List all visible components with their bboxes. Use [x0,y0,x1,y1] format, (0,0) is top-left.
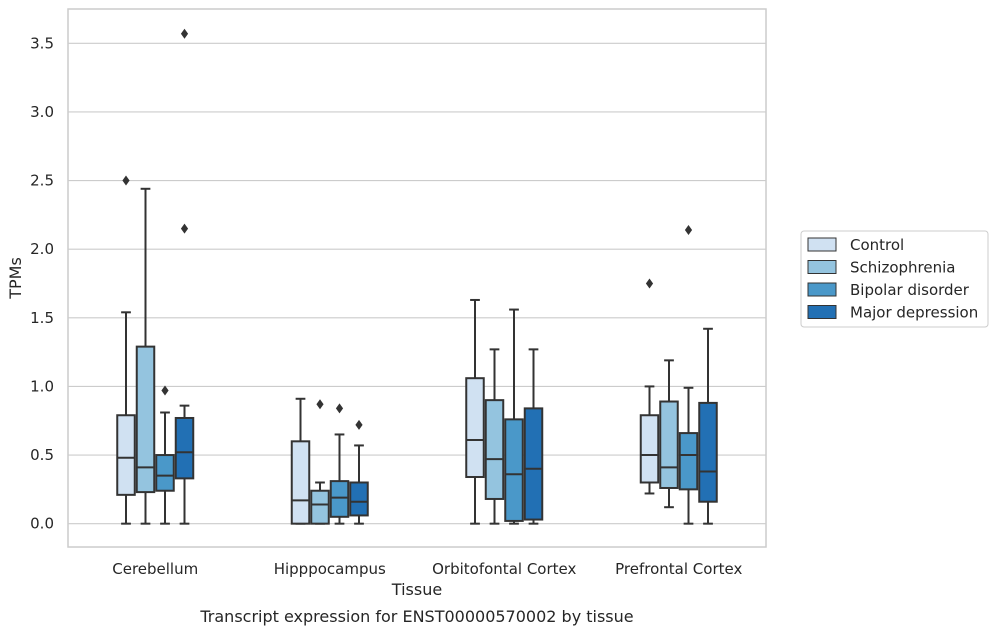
box-rect [135,345,156,494]
outlier-point [180,223,189,234]
box-rect [290,440,311,525]
legend-label: Control [850,236,904,254]
chart-caption: Transcript expression for ENST0000057000… [199,607,633,626]
box-rect [155,454,175,492]
y-tick-label: 2.5 [30,172,54,190]
boxes [116,28,718,525]
y-axis-label: TPMs [6,257,25,300]
outlier-point [684,224,693,235]
x-axis-ticks: Cerebellum Hipppocampus Orbitofontal Corte… [112,560,742,578]
x-tick-label: Cerebellum [112,560,198,578]
box-group [678,224,699,525]
y-tick-label: 0.0 [30,515,54,533]
y-tick-label: 0.5 [30,446,54,464]
box-group [465,298,485,525]
box-rect [523,407,544,521]
y-tick-label: 1.0 [30,377,54,395]
box-rect [504,418,524,522]
y-tick-label: 3.0 [30,103,54,121]
box-group [155,385,175,525]
legend-swatch [807,260,837,274]
y-tick-label: 2.0 [30,240,54,258]
legend-label: Bipolar disorder [850,281,970,299]
outlier-point [122,175,130,186]
box-rect [329,480,350,518]
box-rect [659,400,679,489]
box-group [504,308,524,525]
box-rect [678,432,699,491]
outlier-point [180,28,189,39]
y-tick-label: 1.5 [30,309,54,327]
legend-label: Schizophrenia [850,259,955,277]
y-tick-label: 3.5 [30,34,54,52]
outlier-point [316,399,324,410]
box-group [135,187,156,525]
x-tick-label: Hipppocampus [274,560,386,578]
box-group [349,419,369,525]
box-rect [116,414,136,496]
x-tick-label: Orbitofontal Cortex [432,560,576,578]
box-group [310,399,330,525]
box-group [639,278,660,495]
legend-swatch [807,237,837,252]
box-group [290,397,311,525]
box-rect [465,377,485,479]
legend-swatch [807,305,837,319]
legend: Control Schizophrenia Bipolar disorder Majo… [800,230,989,328]
box-group [484,348,505,525]
box-group [329,403,350,525]
outlier-point [161,385,169,396]
y-axis-ticks: 0.0 0.5 1.0 1.5 2.0 2.5 3.0 3.5 [30,34,54,532]
x-tick-label: Prefrontal Cortex [615,560,742,578]
box-rect [349,481,369,517]
legend-frame [800,230,989,328]
plot-frame [67,8,767,548]
box-group [659,359,679,509]
box-rect [174,416,195,480]
legend-swatch [807,282,837,297]
outlier-point [335,403,344,414]
x-axis-label: Tissue [391,580,442,599]
box-group [523,348,544,525]
outlier-point [645,278,654,289]
box-group [116,175,136,525]
box-rect [310,489,330,525]
legend-label: Major depression [850,304,978,322]
box-rect [484,399,505,500]
box-group [698,327,718,525]
box-rect [698,401,718,503]
box-group [174,28,195,525]
box-rect [639,414,660,484]
outlier-point [355,419,363,430]
